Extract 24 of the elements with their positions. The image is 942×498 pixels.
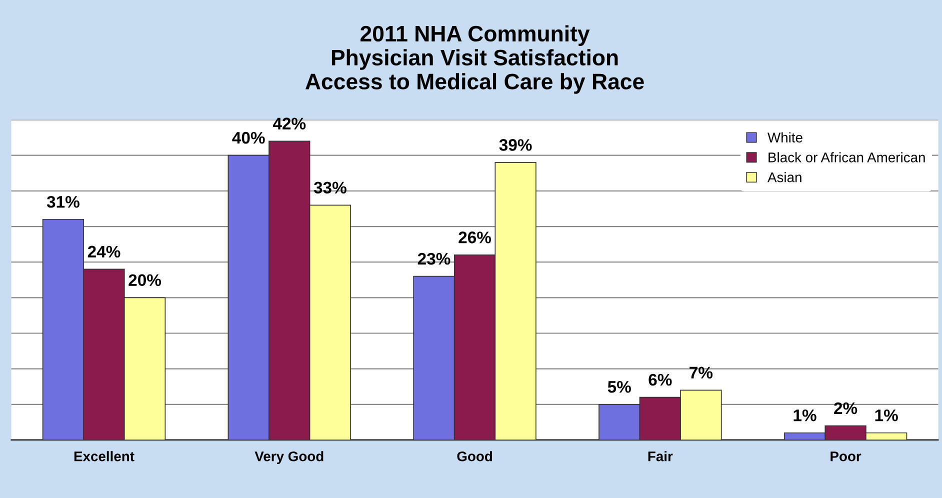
data-label: 5% bbox=[608, 381, 631, 393]
data-label: 33% bbox=[314, 182, 346, 194]
x-tick-label: Very Good bbox=[254, 451, 324, 464]
data-label: 39% bbox=[499, 139, 532, 151]
data-label: 1% bbox=[875, 409, 898, 422]
legend-label: Black or African American bbox=[768, 152, 925, 162]
legend-label: Asian bbox=[768, 172, 802, 182]
legend-label: White bbox=[768, 132, 802, 142]
data-label: 40% bbox=[232, 132, 265, 144]
data-label: 7% bbox=[690, 366, 713, 379]
data-label: 42% bbox=[272, 118, 306, 130]
data-label: 23% bbox=[418, 252, 450, 265]
data-label: 26% bbox=[458, 232, 492, 244]
data-label: 24% bbox=[88, 246, 120, 258]
data-label: 6% bbox=[648, 374, 672, 386]
x-tick-label: Fair bbox=[648, 451, 673, 462]
data-label: 2% bbox=[834, 402, 858, 414]
data-label: 20% bbox=[128, 274, 162, 286]
x-tick-label: Good bbox=[457, 451, 492, 462]
data-label: 31% bbox=[46, 196, 80, 208]
chart-title: 2011 NHA Community Physician Visit Satisfaction Access to Medical Care by Race bbox=[305, 25, 644, 94]
data-label: 1% bbox=[794, 409, 816, 422]
x-tick-label: Excellent bbox=[74, 451, 134, 462]
x-tick-label: Poor bbox=[830, 452, 862, 462]
